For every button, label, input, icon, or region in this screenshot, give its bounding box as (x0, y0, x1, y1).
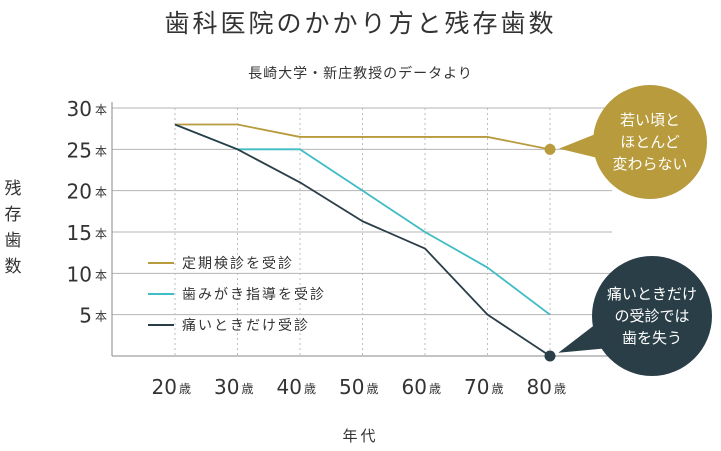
x-tick-label: 20 (152, 375, 177, 399)
legend-label: 定期検診を受診 (182, 256, 294, 272)
x-tick-label: 40 (277, 375, 302, 399)
y-tick-unit: 本 (95, 186, 107, 200)
y-tick-label: 30 (67, 97, 92, 121)
chart-title: 歯科医院のかかり方と残存歯数 (164, 9, 557, 38)
x-tick-unit: 歳 (242, 382, 254, 396)
y-axis-label: 残存歯数 (0, 176, 26, 280)
series-line-1 (175, 123, 551, 151)
y-axis-label-char: 存 (4, 205, 22, 225)
callout-tail (558, 324, 604, 353)
chart-subtitle: 長崎大学・新庄教授のデータより (248, 66, 473, 82)
y-tick-unit: 本 (95, 227, 107, 241)
callout-text: 変わらない (612, 155, 687, 173)
y-axis-label-char: 数 (4, 257, 22, 277)
y-tick-label: 10 (67, 262, 92, 286)
callout-text: 若い頃と (620, 111, 680, 129)
x-tick-label: 60 (402, 375, 427, 399)
x-tick-unit: 歳 (429, 382, 441, 396)
series-end-marker (544, 350, 556, 362)
series-end-marker (544, 143, 556, 155)
y-tick-label: 5 (79, 304, 92, 328)
y-tick-unit: 本 (95, 103, 107, 117)
legend-label: 歯みがき指導を受診 (182, 287, 326, 303)
callout-bubble (593, 85, 707, 199)
callout-text: ほとんど (620, 133, 680, 151)
y-axis-label-char: 残 (4, 179, 22, 199)
x-axis-label: 年代 (342, 427, 379, 445)
x-tick-unit: 歳 (492, 382, 504, 396)
y-tick-unit: 本 (95, 310, 107, 324)
callout-text: 歯を失う (622, 329, 682, 347)
x-tick-unit: 歳 (304, 382, 316, 396)
callout-text: 痛いときだけ (607, 285, 697, 303)
series-line-3 (174, 123, 551, 357)
callout-bubble (592, 256, 712, 376)
y-tick-unit: 本 (95, 268, 107, 282)
x-tick-unit: 歳 (554, 382, 566, 396)
x-tick-label: 30 (214, 375, 239, 399)
y-tick-label: 15 (67, 221, 92, 245)
callout-text: の受診では (614, 307, 689, 325)
y-tick-unit: 本 (95, 144, 107, 158)
y-tick-label: 20 (67, 180, 92, 204)
y-axis-label-char: 歯 (4, 231, 22, 251)
x-tick-unit: 歳 (179, 382, 191, 396)
x-tick-label: 70 (464, 375, 489, 399)
x-tick-label: 50 (339, 375, 364, 399)
x-tick-unit: 歳 (367, 382, 379, 396)
legend-label: 痛いときだけ受診 (182, 317, 310, 334)
x-tick-label: 80 (527, 375, 552, 399)
callout-tail (558, 133, 598, 158)
y-tick-label: 25 (67, 138, 92, 162)
